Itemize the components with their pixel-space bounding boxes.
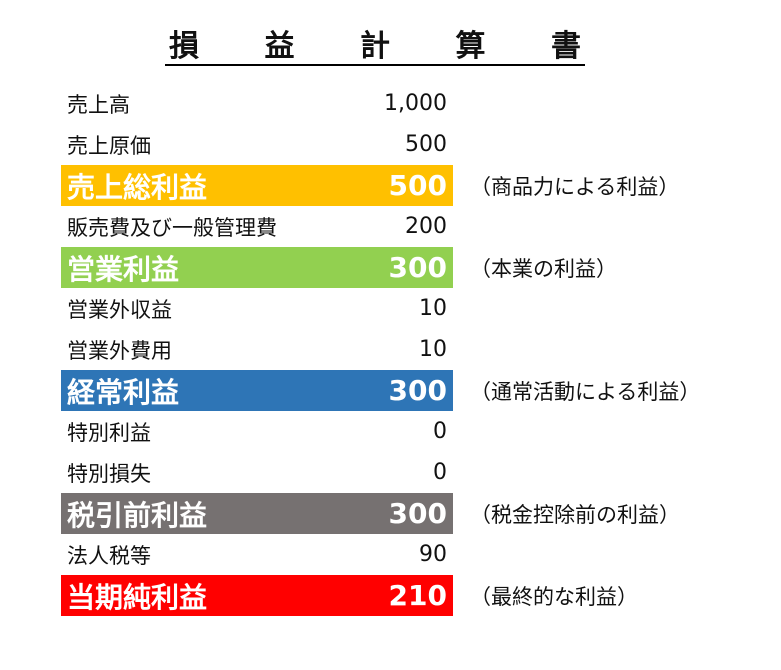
row-value: 10	[419, 337, 447, 362]
row-label: 売上原価	[67, 133, 151, 158]
row-label: 売上高	[67, 92, 130, 117]
row-value: 90	[419, 542, 447, 567]
note-gross-profit: （商品力による利益）	[470, 174, 680, 199]
row-value: 0	[433, 460, 447, 485]
row-sga: 販売費及び一般管理費 200	[61, 206, 453, 247]
title-char: 書	[551, 29, 581, 64]
row-cost-of-sales: 売上原価 500	[61, 124, 453, 165]
row-label: 営業外費用	[67, 338, 172, 363]
row-label: 営業利益	[67, 252, 180, 286]
row-value: 300	[388, 251, 447, 284]
row-value: 500	[405, 132, 447, 157]
row-value: 0	[433, 419, 447, 444]
row-value: 1,000	[384, 91, 447, 116]
row-label: 営業外収益	[67, 297, 172, 322]
row-value: 300	[388, 497, 447, 530]
row-income-taxes: 法人税等 90	[61, 534, 453, 575]
page-title: 損 益 計 算 書	[165, 24, 585, 66]
row-label: 特別利益	[67, 420, 151, 445]
row-net-profit: 当期純利益 210	[61, 575, 453, 616]
note-ordinary-profit: （通常活動による利益）	[470, 379, 701, 404]
row-gross-profit: 売上総利益 500	[61, 165, 453, 206]
row-label: 経常利益	[67, 375, 180, 409]
row-value: 200	[405, 214, 447, 239]
title-char: 計	[360, 29, 390, 64]
row-value: 210	[388, 579, 447, 612]
row-label: 特別損失	[67, 461, 151, 486]
row-value: 500	[388, 169, 447, 202]
row-sales: 売上高 1,000	[61, 83, 453, 124]
note-net-profit: （最終的な利益）	[470, 584, 638, 609]
note-operating-profit: （本業の利益）	[470, 256, 617, 281]
income-statement-table: 売上高 1,000 売上原価 500 売上総利益 500 販売費及び一般管理費 …	[61, 83, 453, 616]
title-char: 算	[455, 29, 486, 64]
row-label: 当期純利益	[67, 580, 208, 614]
row-label: 法人税等	[67, 543, 151, 568]
note-pretax-profit: （税金控除前の利益）	[470, 502, 680, 527]
title-char: 損	[169, 29, 199, 64]
row-label: 販売費及び一般管理費	[67, 215, 277, 240]
row-value: 10	[419, 296, 447, 321]
row-label: 税引前利益	[67, 498, 208, 532]
row-ordinary-profit: 経常利益 300	[61, 370, 453, 411]
row-extraordinary-loss: 特別損失 0	[61, 452, 453, 493]
title-char: 益	[264, 29, 295, 64]
row-value: 300	[388, 374, 447, 407]
row-non-operating-income: 営業外収益 10	[61, 288, 453, 329]
row-label: 売上総利益	[67, 170, 208, 204]
row-operating-profit: 営業利益 300	[61, 247, 453, 288]
row-extraordinary-income: 特別利益 0	[61, 411, 453, 452]
row-pretax-profit: 税引前利益 300	[61, 493, 453, 534]
row-non-operating-expenses: 営業外費用 10	[61, 329, 453, 370]
